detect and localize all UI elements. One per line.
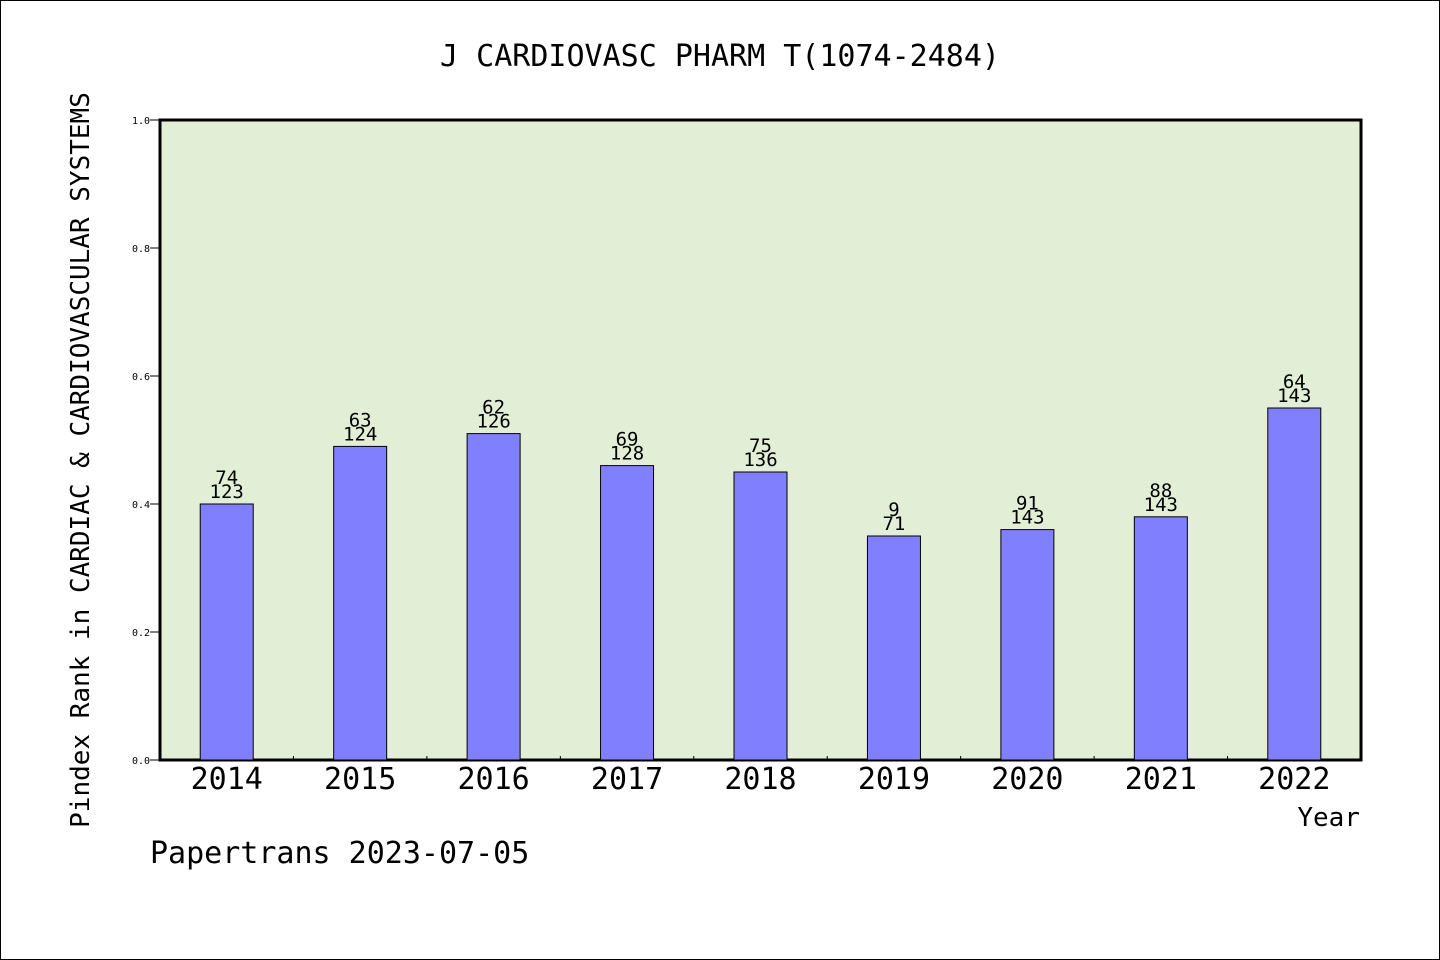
bar-rank-label: 75 xyxy=(749,435,772,457)
y-tick-label: 1.0 xyxy=(132,116,150,127)
bar-rank-label: 91 xyxy=(1016,493,1039,515)
y-tick-label: 0.0 xyxy=(132,756,150,767)
bar-rank-label: 88 xyxy=(1149,480,1172,502)
y-tick-label: 0.2 xyxy=(132,628,150,639)
x-tick-label: 2022 xyxy=(1258,762,1330,797)
x-axis-labels: 2014 2015 2016 2017 2018 2019 2020 2021 2022 xyxy=(191,756,1330,797)
bar-total-label: 124 xyxy=(343,423,377,445)
bar-total-label: 71 xyxy=(882,513,905,535)
x-tick-label: 2016 xyxy=(457,762,529,797)
bar-2022 xyxy=(1267,407,1322,761)
bar-total-label: 128 xyxy=(610,443,644,465)
x-tick-label: 2017 xyxy=(591,762,663,797)
bar-rank-label: 64 xyxy=(1283,371,1306,393)
y-tick-label: 0.8 xyxy=(132,244,150,255)
bar-total-label: 143 xyxy=(1277,385,1311,407)
x-tick-label: 2015 xyxy=(324,762,396,797)
bar-rank-label: 62 xyxy=(482,397,505,419)
bar-2015 xyxy=(333,445,388,761)
x-tick-label: 2019 xyxy=(858,762,930,797)
bar-total-label: 126 xyxy=(476,411,510,433)
bar-2017 xyxy=(600,465,655,761)
y-tick-label: 0.6 xyxy=(132,372,150,383)
bar-2019 xyxy=(866,535,921,761)
bar-total-label: 123 xyxy=(210,481,244,503)
x-tick-label: 2021 xyxy=(1125,762,1197,797)
x-tick-label: 2020 xyxy=(991,762,1063,797)
bar-2021 xyxy=(1133,516,1188,761)
bar-2016 xyxy=(466,433,521,761)
y-tick-label: 0.4 xyxy=(132,500,150,511)
y-axis-ticks: 0.0 0.2 0.4 0.6 0.8 1.0 xyxy=(132,116,160,767)
x-tick-label: 2018 xyxy=(724,762,796,797)
bar-rank-label: 69 xyxy=(616,429,639,451)
bar-2020 xyxy=(1000,529,1055,761)
bar-rank-label: 74 xyxy=(215,467,238,489)
bar-rank-label: 63 xyxy=(349,409,372,431)
x-tick-label: 2014 xyxy=(191,762,263,797)
bar-2014 xyxy=(199,503,254,761)
bar-total-label: 136 xyxy=(743,449,777,471)
bar-2018 xyxy=(733,471,788,761)
bar-rank-label: 9 xyxy=(888,499,899,521)
bar-total-label: 143 xyxy=(1144,494,1178,516)
y-axis-label: Pindex Rank in CARDIAC & CARDIOVASCULAR … xyxy=(66,92,96,828)
footer-credit: Papertrans 2023-07-05 xyxy=(150,836,529,871)
bar-total-label: 143 xyxy=(1010,507,1044,529)
x-axis-label: Year xyxy=(1297,803,1360,833)
chart-title: J CARDIOVASC PHARM T(1074-2484) xyxy=(440,39,1000,74)
